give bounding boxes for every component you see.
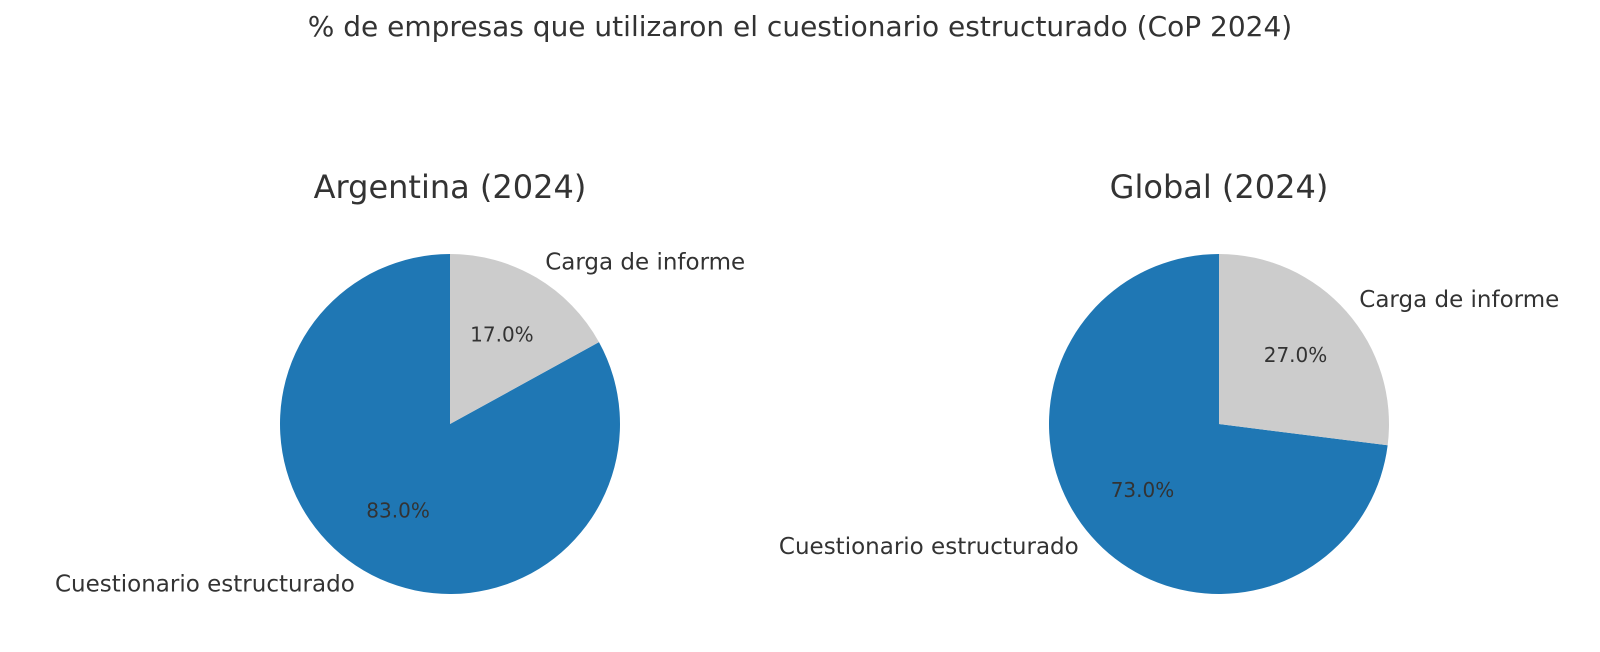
- pie-title: Global (2024): [1110, 168, 1329, 206]
- slice-percent-label: 83.0%: [366, 498, 430, 522]
- slice-category-label: Carga de informe: [1359, 287, 1559, 313]
- pie-title: Argentina (2024): [314, 168, 587, 206]
- slice-percent-label: 73.0%: [1111, 478, 1175, 502]
- pie-slice-cuestionario-estructurado: [1049, 254, 1388, 594]
- slice-category-label: Carga de informe: [545, 250, 745, 276]
- pie-chart-1: Argentina (2024) Cuestionario estructurad…: [55, 168, 745, 597]
- pie-slice-cuestionario-estructurado: [279, 254, 620, 594]
- slice-percent-label: 27.0%: [1264, 343, 1328, 367]
- figure-title: % de empresas que utilizaron el cuestion…: [307, 10, 1293, 43]
- pie-slice-carga-de-informe: [1219, 254, 1390, 446]
- pie-chart-2: Global (2024) Cuestionario estructurado 73…: [779, 168, 1559, 594]
- slice-category-label: Cuestionario estructurado: [779, 534, 1079, 560]
- slice-percent-label: 17.0%: [470, 323, 534, 347]
- pie-slice-carga-de-informe: [450, 254, 599, 424]
- slice-category-label: Cuestionario estructurado: [55, 571, 355, 597]
